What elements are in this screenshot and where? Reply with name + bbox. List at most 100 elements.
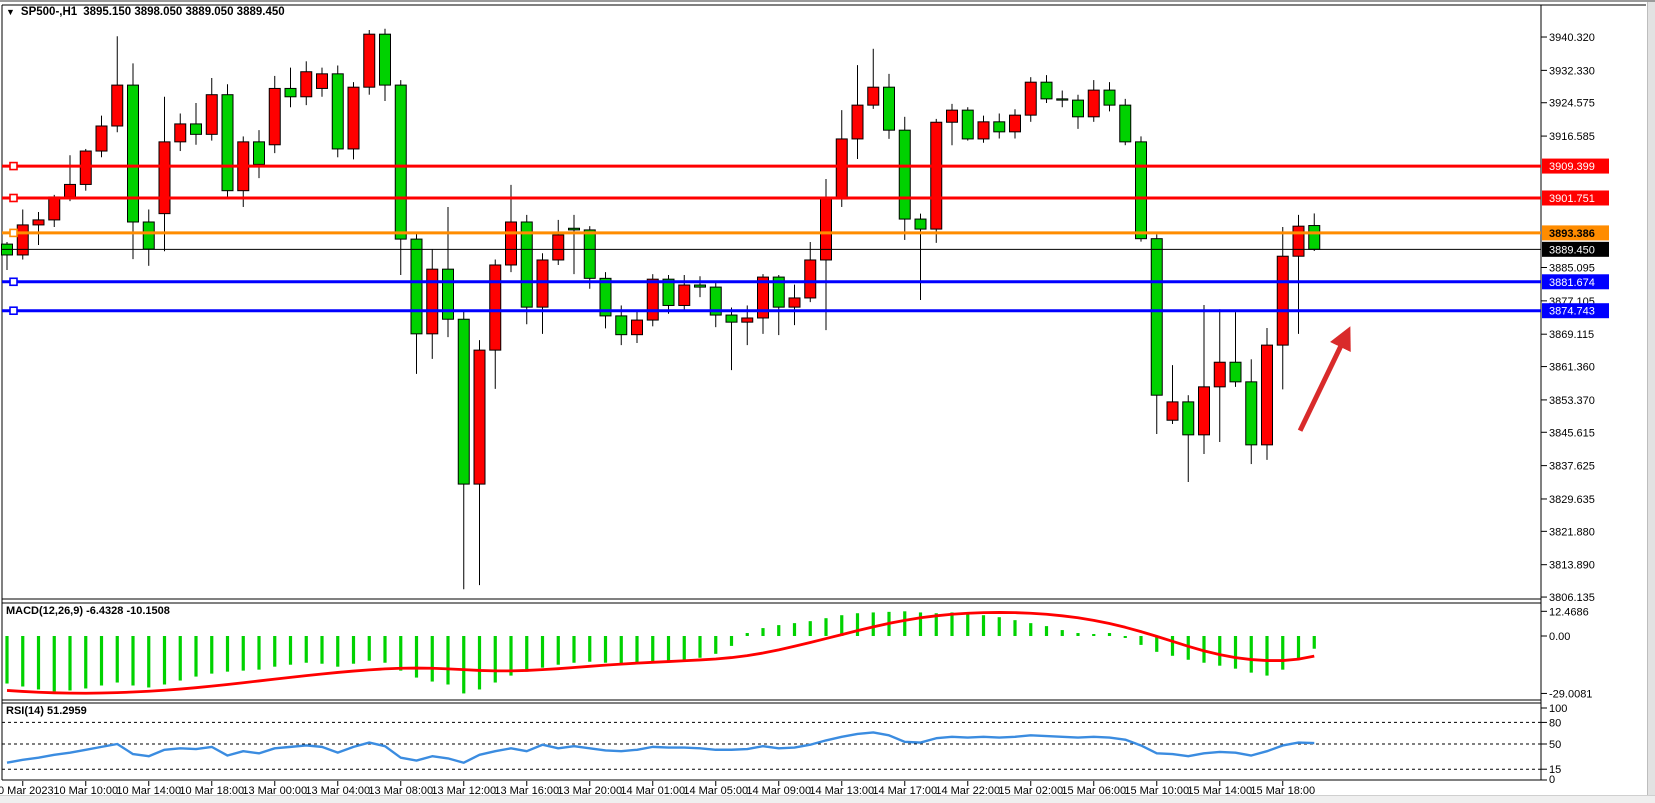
line-anchor-square-3909.399[interactable] bbox=[9, 161, 18, 171]
price-axis[interactable]: 3940.320 3932.330 3924.575 3916.585 3885.095… bbox=[1541, 32, 1595, 604]
candle-14-Mar-22-00 bbox=[961, 109, 974, 140]
candle-14-Mar-08-00 bbox=[757, 276, 769, 319]
price-badge-3909.399 bbox=[1542, 158, 1609, 174]
candle-13-Mar-15-00 bbox=[505, 221, 517, 266]
price-tick-label: 3806.135 bbox=[1549, 592, 1595, 604]
candle-13-Mar-16-00 bbox=[520, 221, 533, 308]
candle-10-Mar-10-00 bbox=[79, 150, 92, 185]
price-badge-3901.751 bbox=[1542, 190, 1609, 206]
price-tick-label: 3916.585 bbox=[1549, 131, 1595, 143]
candle-13-Mar-19-00 bbox=[568, 227, 580, 231]
line-anchor-square-3893.386[interactable] bbox=[9, 228, 18, 238]
time-label: 15 Mar 18:00 bbox=[1250, 785, 1315, 797]
candle-10-Mar-13-00 bbox=[127, 84, 139, 223]
candle-14-Mar-19-00 bbox=[930, 121, 943, 230]
time-label: 15 Mar 14:00 bbox=[1187, 785, 1252, 797]
candle-10-Mar-21-00 bbox=[253, 141, 265, 165]
candle-15-Mar-03-00 bbox=[1040, 81, 1053, 100]
price-badge-3893.386 bbox=[1542, 225, 1609, 241]
time-label: 15 Mar 06:00 bbox=[1061, 785, 1126, 797]
candle-15-Mar-07-00 bbox=[1103, 89, 1116, 106]
time-label: 13 Mar 20:00 bbox=[557, 785, 622, 797]
candle-14-Mar-10-00 bbox=[788, 297, 801, 308]
price-badge-3874.743 bbox=[1542, 303, 1609, 319]
candle-15-Mar-04-00 bbox=[1056, 98, 1069, 101]
rsi-axis-label: 50 bbox=[1549, 739, 1561, 751]
time-label: 10 Mar 14:00 bbox=[116, 785, 181, 797]
line-anchor-square-3901.751[interactable] bbox=[9, 193, 18, 203]
candle-10-Mar-18-00 bbox=[205, 94, 218, 135]
candle-14-Mar-05-00 bbox=[709, 286, 722, 316]
candle-14-Mar-18-00 bbox=[914, 218, 927, 230]
candle-13-Mar-14-00 bbox=[489, 264, 502, 351]
candle-15-Mar-09-00 bbox=[1135, 141, 1147, 240]
price-tick-label: 3853.370 bbox=[1549, 395, 1595, 407]
candle-14-Mar-16-00 bbox=[883, 86, 895, 131]
candle-14-Mar-23-00 bbox=[977, 121, 990, 140]
price-tick-label: 3837.625 bbox=[1549, 461, 1595, 473]
candle-15-Mar-18-00 bbox=[1276, 255, 1289, 346]
rsi-axis-label: 15 bbox=[1549, 764, 1561, 776]
candle-13-Mar-09-00 bbox=[410, 238, 423, 335]
candle-10-Mar-12-00 bbox=[111, 84, 124, 127]
price-tick-label: 3829.635 bbox=[1549, 494, 1595, 506]
candle-10-Mar-16-00 bbox=[174, 123, 187, 143]
symbol-dropdown-icon[interactable]: ▼ bbox=[6, 7, 15, 17]
time-label: 14 Mar 09:00 bbox=[746, 785, 811, 797]
line-anchor-square-3874.743[interactable] bbox=[9, 306, 18, 316]
candle-14-Mar-04-00 bbox=[694, 284, 706, 288]
candle-14-Mar-15-00 bbox=[867, 86, 880, 106]
macd-indicator-label: MACD(12,26,9) -6.4328 -10.1508 bbox=[6, 605, 170, 617]
rsi-axis-label: 100 bbox=[1549, 703, 1567, 715]
candle-14-Mar-11-00 bbox=[804, 259, 817, 299]
time-label: 14 Mar 05:00 bbox=[683, 785, 748, 797]
candle-13-Mar-20-00 bbox=[583, 229, 596, 279]
candle-14-Mar-02-00 bbox=[662, 278, 675, 306]
price-badge-label: 3874.743 bbox=[1549, 306, 1595, 318]
candle-13-Mar-03-00 bbox=[316, 73, 328, 89]
time-label: 10 Mar 2023 bbox=[0, 785, 54, 797]
candle-14-Mar-07-00 bbox=[741, 317, 754, 323]
candles-layer bbox=[1, 28, 1321, 590]
candle-15-Mar-15-00 bbox=[1229, 361, 1242, 383]
candle-15-Mar-16-00 bbox=[1245, 381, 1258, 446]
candle-10-Mar-09-00 bbox=[64, 183, 76, 198]
candle-14-Mar-03-00 bbox=[678, 284, 691, 306]
candle-15-Mar-12-00 bbox=[1182, 401, 1195, 436]
candle-14-Mar-12-00 bbox=[820, 198, 832, 261]
time-label: 14 Mar 17:00 bbox=[872, 785, 937, 797]
candle-13-Mar-12-00 bbox=[457, 318, 470, 485]
rsi-axis-label: 80 bbox=[1549, 717, 1561, 729]
title-ohlc: 3895.150 3898.050 3889.050 3889.450 bbox=[83, 6, 285, 18]
candle-14-Mar-13-00 bbox=[835, 138, 848, 200]
candle-15-Mar-10-00 bbox=[1150, 238, 1163, 396]
candle-14-Mar-14-00 bbox=[851, 104, 864, 140]
candle-13-Mar-18-00 bbox=[552, 234, 565, 261]
line-anchor-square-3881.674[interactable] bbox=[9, 277, 18, 287]
price-badge-3881.674 bbox=[1542, 274, 1609, 290]
candle-13-Mar-01-00 bbox=[284, 87, 297, 98]
time-label: 10 Mar 18:00 bbox=[179, 785, 244, 797]
price-badge-3889.450 bbox=[1542, 241, 1609, 257]
candle-15-Mar-19-00 bbox=[1292, 225, 1305, 257]
time-label: 13 Mar 12:00 bbox=[431, 785, 496, 797]
candle-14-Mar-01-00 bbox=[646, 278, 659, 321]
candle-14-Mar-06-00 bbox=[725, 314, 738, 323]
candle-15-Mar-11-00 bbox=[1166, 401, 1179, 421]
candle-15-Mar-06-00 bbox=[1087, 89, 1100, 118]
candle-13-Mar-02-00 bbox=[300, 71, 313, 98]
price-tick-label: 3845.615 bbox=[1549, 427, 1595, 439]
candle-14-Mar-17-00 bbox=[898, 129, 911, 220]
price-badge-label: 3893.386 bbox=[1549, 228, 1595, 240]
time-label: 15 Mar 02:00 bbox=[998, 785, 1063, 797]
time-label: 13 Mar 00:00 bbox=[242, 785, 307, 797]
price-tick-label: 3861.360 bbox=[1549, 362, 1595, 374]
candle-15-Mar-14-00 bbox=[1213, 361, 1226, 388]
price-tick-label: 3885.095 bbox=[1549, 263, 1595, 275]
time-label: 13 Mar 08:00 bbox=[368, 785, 433, 797]
candle-15-Mar-13-00 bbox=[1198, 386, 1210, 436]
trend-arrow[interactable] bbox=[1297, 326, 1351, 432]
